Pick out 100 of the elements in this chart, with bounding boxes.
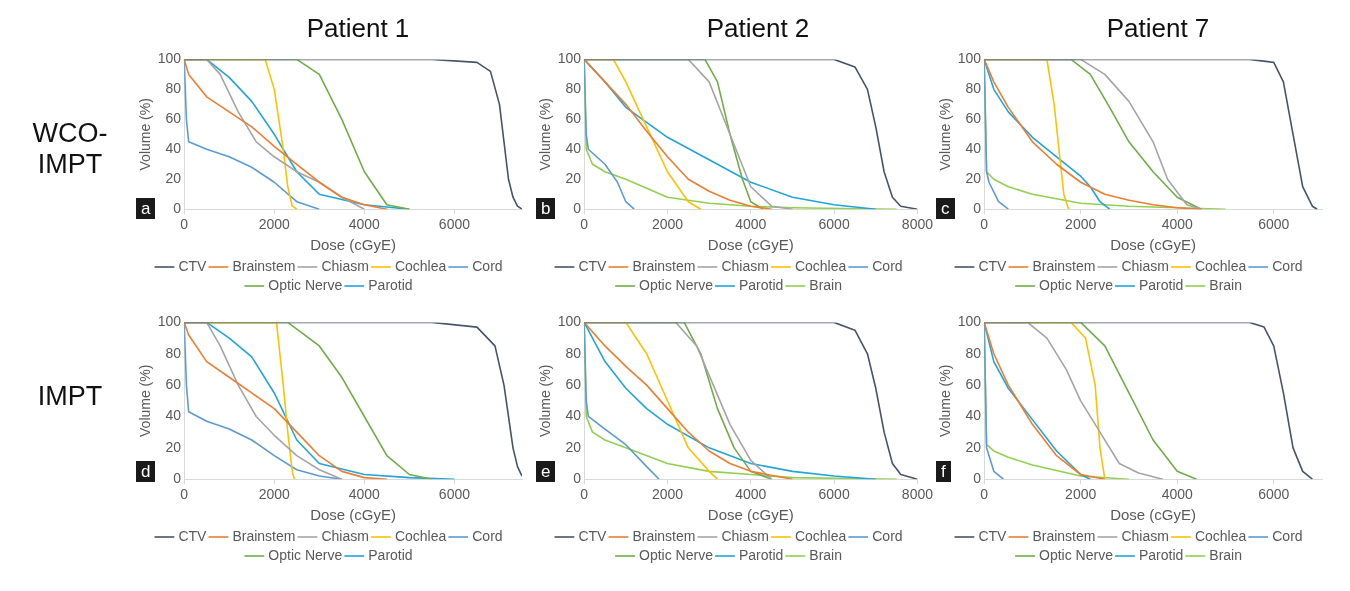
y-tick-label: 20 [965,170,982,187]
legend-label: Brain [809,276,842,293]
y-tick-label: 20 [965,438,982,455]
chart-title: Patient 2 [705,12,811,45]
y-tick-label: 100 [557,313,582,330]
x-axis-title: Dose (cGyE) [310,506,397,524]
legend-label: Cochlea [394,257,447,274]
text: f [936,461,951,482]
x-tick-label: 2000 [1065,486,1097,503]
legend-label: Chiasm [321,527,369,544]
y-tick-label: 80 [565,80,582,97]
y-tick-label: 0 [173,200,182,217]
text: d [136,461,156,482]
y-tick-label: 80 [965,344,982,361]
legend-label: CTV [178,527,208,544]
y-tick-label: 100 [557,50,582,67]
y-tick-label: 60 [565,375,582,392]
legend-label: Brainstem [632,527,696,544]
legend-label: Brainstem [232,527,296,544]
text: c [936,198,955,219]
chart-title: Patient 1 [305,12,411,45]
y-tick-label: 100 [957,313,982,330]
x-axis-title: Dose (cGyE) [1110,506,1197,524]
legend-label: Brain [809,546,842,563]
x-tick-label: 8000 [901,216,934,233]
legend-label: Chiasm [1121,257,1169,274]
x-tick-label: 6000 [1258,486,1290,503]
y-tick-label: 20 [165,438,182,455]
legend-label: Chiasm [321,257,369,274]
x-axis-title: Dose (cGyE) [310,236,397,254]
y-tick-label: 100 [157,313,182,330]
legend-label: CTV [178,257,208,274]
legend-label: Chiasm [1121,527,1169,544]
y-tick-label: 60 [965,375,982,392]
legend-label: Optic Nerve [1039,546,1114,563]
legend-label: Cochlea [794,257,847,274]
x-tick-label: 2000 [1065,216,1097,233]
legend-label: Brain [1209,276,1242,293]
y-tick-label: 100 [157,50,182,67]
legend-label: Brainstem [232,257,296,274]
x-tick-label: 4000 [1161,486,1193,503]
x-tick-label: 4000 [735,216,767,233]
legend-label: Optic Nerve [1039,276,1114,293]
legend-label: CTV [978,257,1008,274]
x-tick-label: 4000 [1161,216,1193,233]
y-tick-label: 100 [957,50,982,67]
y-tick-label: 0 [573,470,582,487]
x-tick-label: 6000 [818,216,850,233]
y-axis-title: Volume (%) [537,98,554,171]
y-tick-label: 80 [165,80,182,97]
y-tick-label: 40 [565,407,582,424]
y-axis-title: Volume (%) [537,364,554,437]
legend-label: Parotid [368,276,413,293]
legend-label: Cochlea [794,527,847,544]
legend-label: Cord [472,527,503,544]
legend-label: Cord [472,257,503,274]
legend-label: Parotid [738,276,784,293]
y-axis-title: Volume (%) [137,364,154,437]
y-tick-label: 80 [565,344,582,361]
chart-title: Patient 7 [1105,12,1211,45]
y-tick-label: 20 [565,438,582,455]
legend-label: Parotid [1138,276,1184,293]
y-tick-label: 40 [165,407,182,424]
y-axis-title: Volume (%) [937,364,954,437]
x-tick-label: 2000 [651,216,684,233]
x-tick-label: 2000 [258,486,291,503]
x-tick-label: 8000 [901,486,934,503]
legend-label: CTV [578,527,608,544]
y-tick-label: 60 [965,110,982,127]
y-tick-label: 0 [573,200,582,217]
text: b [536,198,556,219]
y-tick-label: 60 [565,110,582,127]
legend-label: Chiasm [721,257,769,274]
legend-label: Optic Nerve [639,546,714,563]
legend-label: Chiasm [721,527,769,544]
text: IMPT [36,381,104,412]
x-tick-label: 4000 [735,486,767,503]
x-tick-label: 6000 [438,486,471,503]
x-tick-label: 6000 [818,486,850,503]
legend-label: Parotid [1138,546,1184,563]
y-tick-label: 40 [165,140,182,157]
legend-label: Brainstem [1032,257,1096,274]
legend-label: Cord [872,257,903,274]
x-tick-label: 4000 [348,486,381,503]
legend-label: Optic Nerve [268,276,343,293]
x-tick-label: 2000 [258,216,291,233]
y-tick-label: 40 [965,140,982,157]
legend-label: Parotid [738,546,784,563]
x-tick-label: 2000 [651,486,684,503]
legend-label: Cochlea [1194,527,1247,544]
x-axis-title: Dose (cGyE) [707,236,794,254]
y-tick-label: 0 [973,200,982,217]
text: e [536,461,556,482]
legend-label: Optic Nerve [268,546,343,563]
legend-label: Cord [872,527,903,544]
legend-label: Cochlea [1194,257,1247,274]
y-tick-label: 40 [965,407,982,424]
y-tick-label: 0 [173,470,182,487]
y-tick-label: 40 [565,140,582,157]
x-axis-title: Dose (cGyE) [1110,236,1197,254]
